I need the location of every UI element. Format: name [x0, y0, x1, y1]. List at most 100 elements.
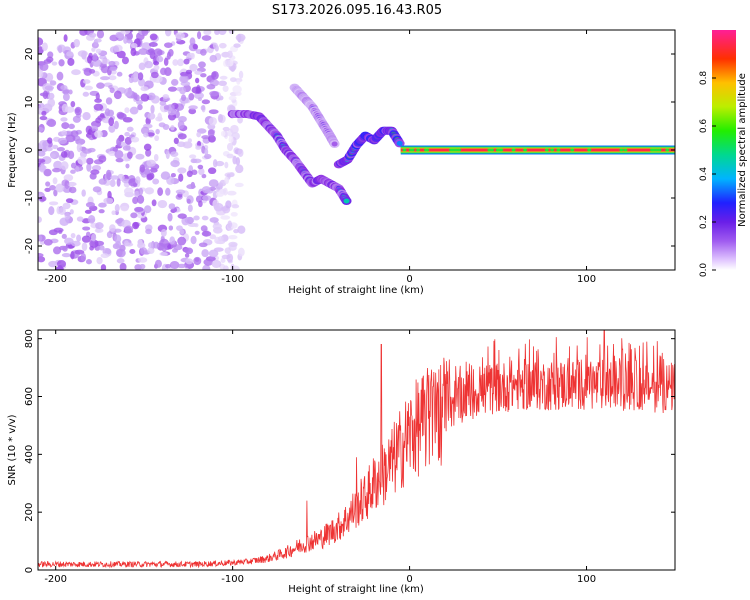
heatmap-cell	[192, 43, 198, 50]
heatmap-cell	[168, 203, 176, 210]
heatmap-cell	[449, 148, 454, 152]
heatmap-cell	[153, 64, 160, 71]
heatmap-cell	[112, 147, 119, 152]
heatmap-cell	[109, 87, 115, 94]
heatmap-cell	[88, 32, 97, 38]
heatmap-cell	[85, 201, 95, 208]
heatmap-cell	[64, 211, 71, 220]
heatmap-cell	[95, 48, 102, 54]
heatmap-cell	[116, 71, 123, 77]
heatmap-cell	[234, 182, 244, 188]
heatmap-cell	[167, 86, 178, 92]
heatmap-cell	[130, 43, 138, 49]
heatmap-cell	[65, 198, 74, 204]
heatmap-cell	[44, 85, 55, 91]
heatmap-cell	[223, 265, 229, 270]
heatmap-cell	[138, 187, 144, 196]
heatmap-cell	[454, 148, 459, 152]
heatmap-cell	[45, 181, 51, 187]
heatmap-cell	[94, 38, 102, 43]
heatmap-cell	[66, 51, 74, 57]
y-tick-label: 600	[24, 387, 35, 406]
heatmap-cell	[50, 153, 56, 159]
heatmap-cell	[79, 30, 88, 36]
heatmap-cell	[48, 206, 55, 216]
heatmap-cell	[100, 76, 110, 81]
heatmap-cell	[148, 242, 154, 249]
heatmap-cell	[198, 242, 208, 248]
heatmap-cell	[193, 256, 202, 266]
heatmap-cell	[120, 205, 129, 212]
heatmap-cell	[212, 159, 218, 168]
heatmap-cell	[158, 122, 166, 128]
heatmap-cell	[86, 163, 92, 172]
heatmap-cell	[132, 221, 140, 230]
heatmap-cell	[237, 247, 245, 257]
heatmap-cell	[148, 41, 158, 48]
heatmap-cell	[124, 225, 134, 234]
heatmap-cell	[168, 225, 174, 231]
heatmap-cell	[70, 232, 76, 239]
heatmap-cell	[113, 90, 122, 100]
heatmap-cell	[198, 61, 206, 68]
heatmap-cell	[207, 167, 217, 175]
heatmap-cell	[197, 164, 204, 170]
heatmap-cell	[98, 202, 107, 208]
heatmap-cell	[109, 46, 118, 53]
y-tick-label: -20	[24, 238, 35, 254]
heatmap-cell	[235, 33, 246, 42]
heatmap-cell	[160, 171, 171, 180]
heatmap-cell	[203, 30, 212, 36]
heatmap-cell	[200, 225, 208, 232]
heatmap-cell	[82, 79, 91, 84]
heatmap-cell	[56, 71, 64, 81]
heatmap-cell	[230, 124, 239, 134]
heatmap-cell	[187, 204, 193, 212]
heatmap-cell	[140, 93, 150, 102]
heatmap-cell	[57, 45, 63, 54]
heatmap-cell	[53, 189, 58, 197]
heatmap-cell	[169, 260, 180, 269]
heatmap-cell	[215, 160, 225, 167]
heatmap-cell	[133, 71, 139, 80]
heatmap-cell	[108, 117, 115, 126]
heatmap-cell	[159, 238, 169, 247]
heatmap-cell	[98, 155, 107, 163]
heatmap-cell	[228, 241, 238, 248]
heatmap-cell	[137, 194, 145, 204]
heatmap-cell	[111, 210, 116, 216]
heatmap-cell	[124, 131, 130, 137]
heatmap-cell	[179, 86, 187, 95]
heatmap-cell	[75, 166, 80, 173]
heatmap-cell	[183, 58, 190, 65]
heatmap-cell	[89, 239, 99, 248]
heatmap-cell	[201, 186, 211, 194]
heatmap-cell	[198, 200, 203, 208]
heatmap-cell	[108, 150, 117, 157]
heatmap-cell	[51, 61, 58, 66]
heatmap-cell	[227, 220, 233, 229]
heatmap-cell	[114, 204, 120, 212]
heatmap-cell	[80, 252, 87, 262]
heatmap-cell	[122, 145, 131, 151]
heatmap-cell	[143, 167, 151, 176]
heatmap-cell	[232, 85, 242, 94]
heatmap-cell	[150, 71, 159, 79]
heatmap-cell	[87, 214, 96, 224]
heatmap-cell	[194, 77, 200, 84]
y-tick-label: 20	[24, 48, 35, 61]
heatmap-cell	[218, 30, 227, 36]
y-tick-label: 800	[24, 329, 35, 348]
heatmap-cell	[65, 134, 76, 143]
heatmap-cell	[72, 115, 81, 123]
heatmap-cell	[47, 137, 53, 144]
heatmap-cell	[233, 43, 241, 48]
heatmap-cell	[139, 263, 146, 270]
heatmap-cell	[177, 167, 187, 174]
heatmap-cell	[77, 156, 87, 165]
heatmap-cell	[125, 163, 130, 169]
heatmap-cell	[126, 39, 133, 44]
heatmap-cell	[188, 105, 198, 110]
heatmap-cell	[108, 60, 116, 67]
heatmap-cell	[60, 161, 69, 171]
